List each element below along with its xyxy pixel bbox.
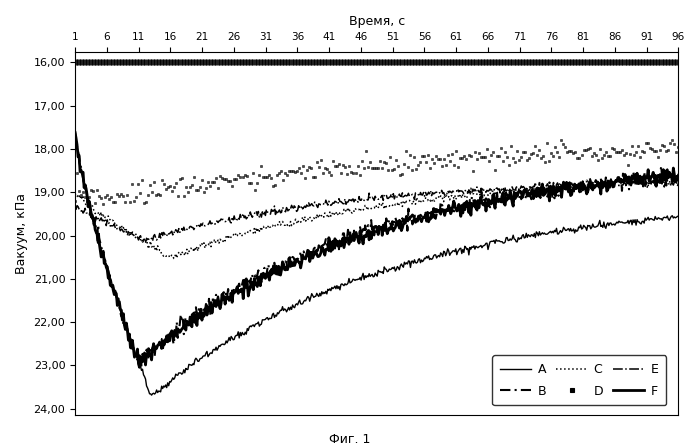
B (428, 212, 436, 218)
Line: E: E (75, 178, 678, 242)
D (73, 170, 81, 176)
A (526, 234, 535, 239)
A (178, 370, 187, 376)
E (428, 193, 436, 198)
B (137, 363, 146, 368)
A (345, 276, 354, 281)
A (475, 244, 483, 250)
F (345, 241, 354, 247)
B (71, 128, 79, 134)
D (432, 153, 440, 158)
F (227, 291, 235, 296)
F (178, 326, 187, 331)
B (178, 315, 187, 321)
C (178, 251, 187, 256)
Y-axis label: Вакуум, кПа: Вакуум, кПа (15, 193, 28, 274)
C (674, 182, 682, 187)
F (71, 130, 79, 135)
Line: D: D (74, 138, 680, 205)
C (475, 188, 483, 194)
F (135, 365, 143, 370)
C (345, 205, 354, 211)
D (668, 137, 676, 142)
D (582, 148, 590, 153)
B (227, 293, 235, 299)
A (71, 126, 79, 132)
D (674, 144, 682, 150)
Line: C: C (75, 179, 678, 258)
E (674, 181, 682, 186)
C (428, 197, 436, 202)
E (227, 220, 235, 226)
A (428, 257, 436, 262)
D (430, 160, 438, 166)
Line: B: B (75, 131, 678, 366)
A (674, 213, 682, 219)
D (71, 198, 79, 204)
D (442, 163, 451, 168)
C (71, 191, 79, 196)
E (526, 185, 535, 191)
E (475, 189, 483, 194)
Text: Фиг. 1: Фиг. 1 (329, 433, 371, 446)
F (674, 175, 682, 180)
F (475, 205, 483, 211)
Line: F: F (75, 133, 678, 367)
F (526, 191, 535, 196)
C (526, 184, 535, 189)
F (428, 212, 436, 217)
B (526, 192, 535, 197)
E (621, 176, 629, 181)
B (345, 234, 354, 239)
E (178, 228, 187, 233)
X-axis label: Время, с: Время, с (349, 15, 405, 28)
Legend: A, B, C, D, E, F: A, B, C, D, E, F (493, 355, 666, 405)
C (169, 256, 178, 261)
A (148, 392, 156, 398)
D (99, 201, 108, 206)
D (620, 153, 628, 158)
B (674, 171, 682, 177)
C (669, 176, 678, 181)
E (139, 240, 147, 245)
Line: A: A (75, 129, 678, 395)
C (227, 234, 235, 240)
B (475, 202, 483, 207)
E (345, 198, 354, 203)
E (71, 205, 79, 211)
A (227, 334, 235, 339)
